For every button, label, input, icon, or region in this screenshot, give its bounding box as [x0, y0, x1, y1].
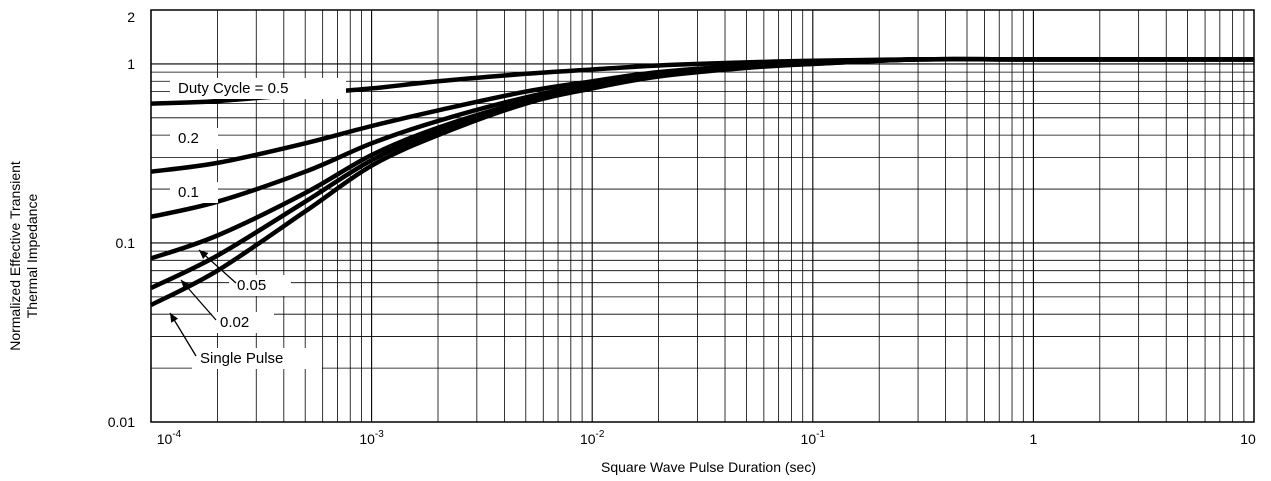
annotation-arrows: [169, 249, 237, 357]
arrow-single-pulse: [169, 312, 197, 357]
x-axis-label: Square Wave Pulse Duration (sec): [601, 459, 816, 475]
x-tick-label: 1: [1030, 431, 1038, 447]
y-axis-label-line2: Thermal Impedance: [24, 194, 40, 319]
x-tick-label: 10-1: [801, 429, 826, 447]
label-0-1-bg: [170, 182, 218, 203]
y-tick-label: 0.01: [108, 414, 135, 430]
label-0-05-bg: [229, 275, 291, 296]
y-tick-label: 2: [127, 9, 135, 25]
label-0-1: 0.1: [178, 184, 199, 201]
single-pulse-label: Single Pulse: [200, 350, 283, 367]
arrow-0-02: [180, 279, 217, 321]
single-pulse-label-bg: [192, 348, 322, 369]
label-0-05: 0.05: [237, 277, 266, 294]
label-0-2: 0.2: [178, 130, 199, 147]
annotation-layer: Duty Cycle = 0.5 0.2 0.1 0.05 0.02 Singl…: [169, 78, 346, 369]
series-line-5: [149, 56, 1254, 308]
x-tick-label: 10-2: [580, 429, 605, 447]
x-tick-label: 10: [1240, 431, 1256, 447]
y-axis-label-line1: Normalized Effective Transient: [7, 161, 23, 351]
y-tick-label: 0.1: [116, 235, 136, 251]
label-0-02-bg: [212, 312, 274, 333]
label-0-02: 0.02: [220, 314, 249, 331]
label-0-2-bg: [170, 128, 218, 149]
arrow-0-05: [198, 249, 237, 284]
tick-labels: 10-4 10-3 10-2 10-1 1 10 0.01 0.1 1 2: [108, 9, 1256, 447]
series-line-1: [150, 56, 1254, 174]
duty-cycle-label: Duty Cycle = 0.5: [178, 80, 288, 97]
x-tick-label: 10-3: [359, 429, 384, 447]
x-tick-label: 10-4: [157, 429, 182, 447]
series-layer: [149, 56, 1254, 308]
duty-cycle-label-bg: [170, 78, 346, 99]
y-tick-label: 1: [127, 56, 135, 72]
